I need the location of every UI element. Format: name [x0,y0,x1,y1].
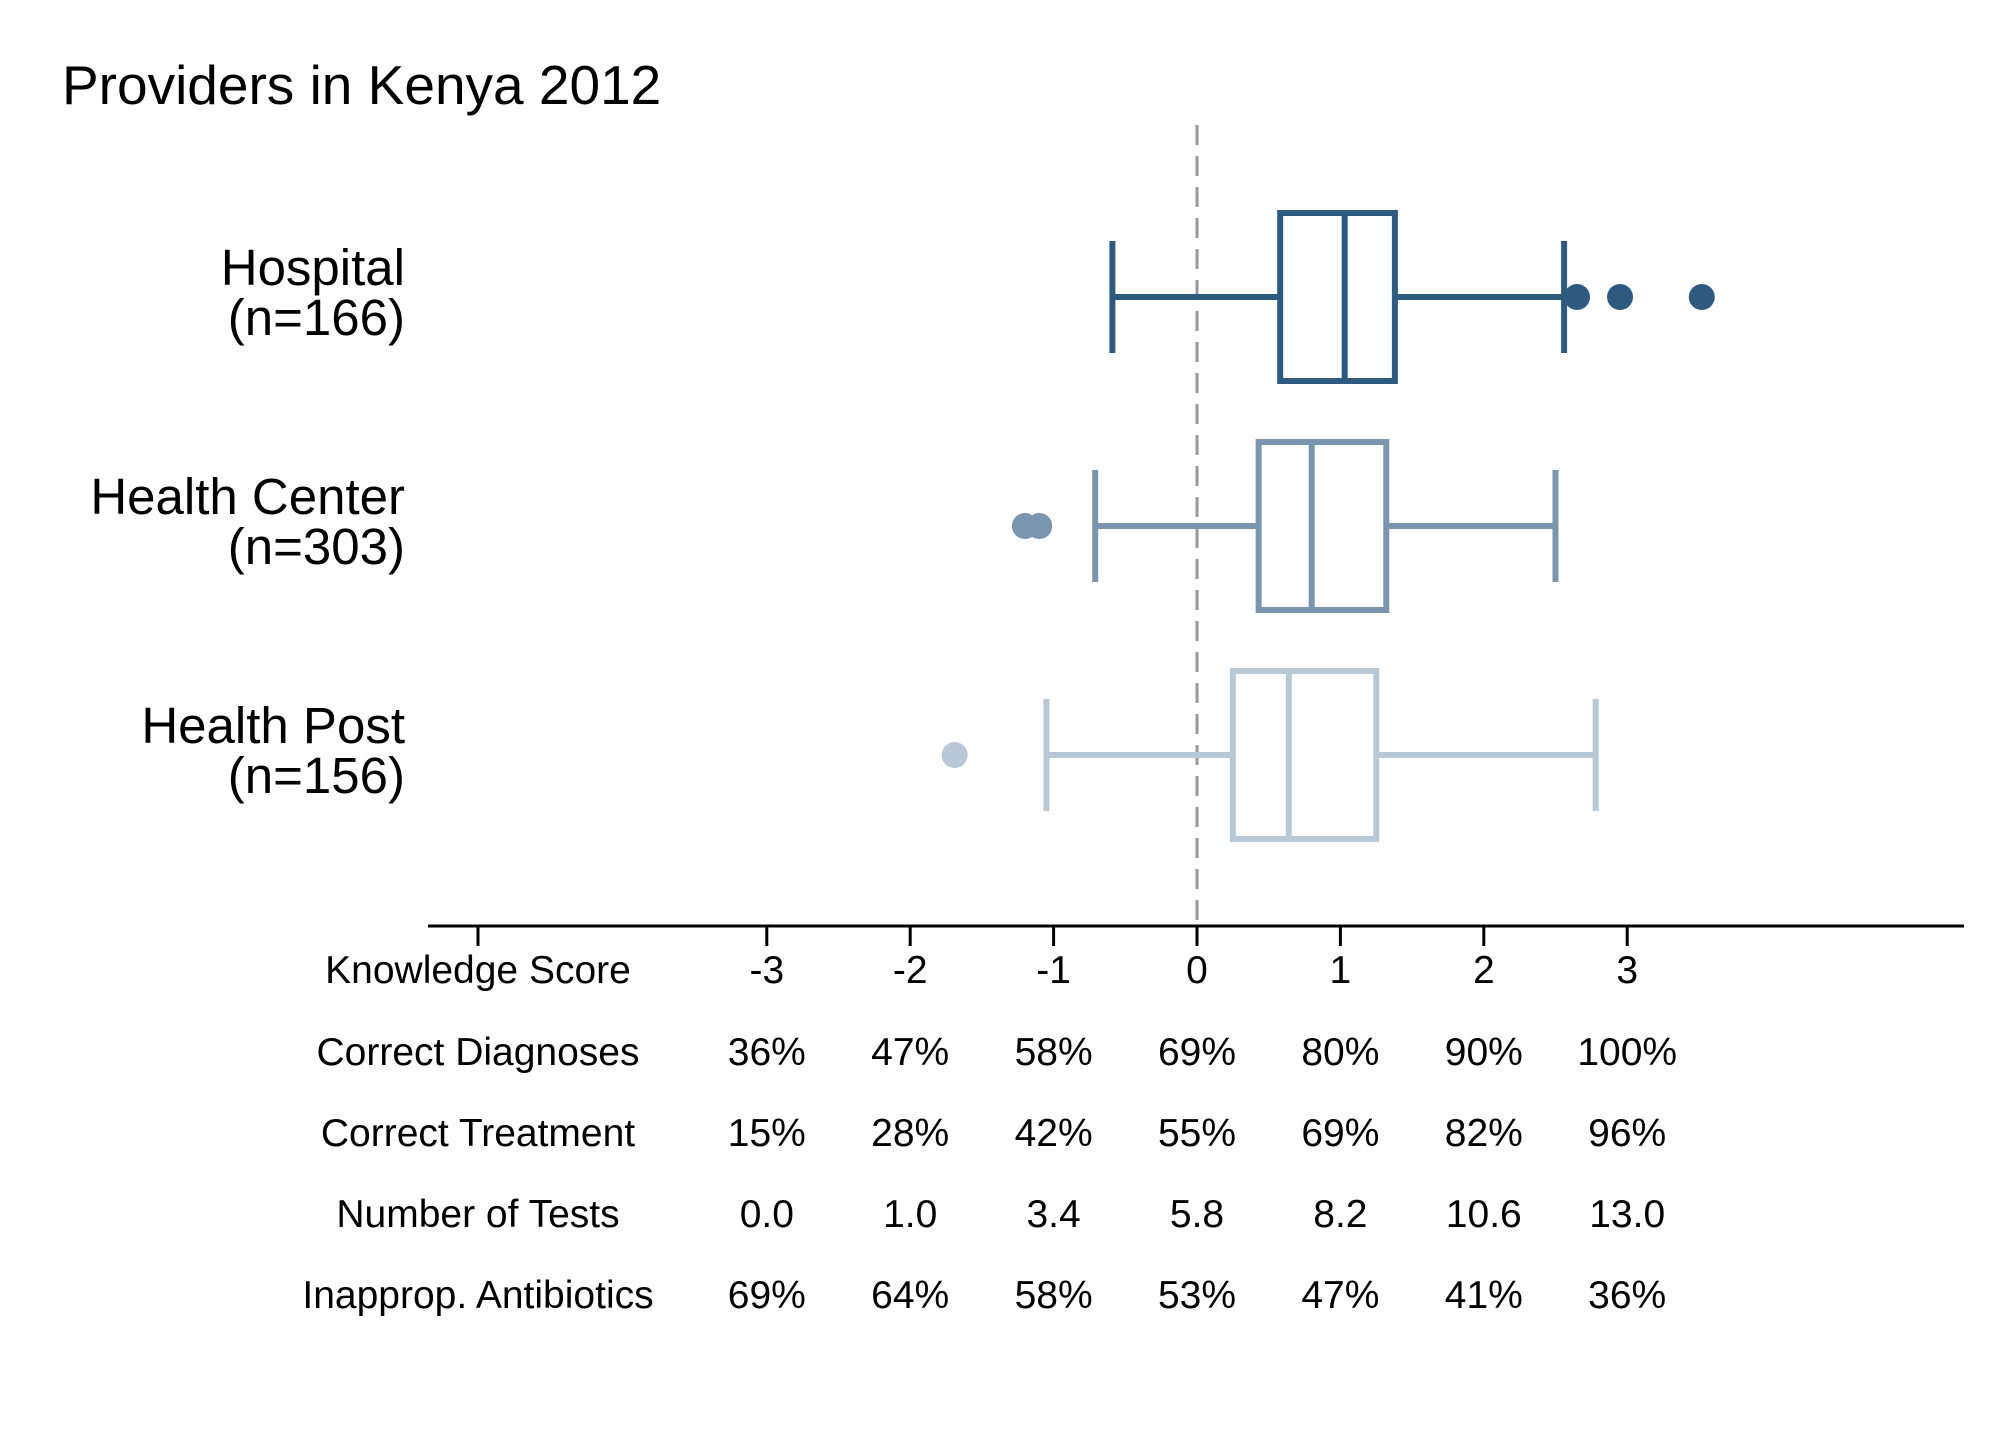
table-row-label: Correct Diagnoses [317,1031,640,1074]
box-plot-hospital: Hospital(n=166) [221,210,1715,384]
table-cell-value: 0 [1186,949,1208,992]
table-cell-value: 36% [728,1031,806,1074]
table-cell-value: 0.0 [740,1193,794,1236]
table-cell-value: 36% [1588,1274,1666,1317]
table-cell-value: 41% [1445,1274,1523,1317]
table-cell-value: 13.0 [1589,1193,1665,1236]
table-cell-value: 10.6 [1446,1193,1522,1236]
table-row-label: Number of Tests [336,1193,619,1236]
table-cell-value: 5.8 [1170,1193,1224,1236]
table-cell-value: 1 [1330,949,1352,992]
outlier-point [941,742,968,768]
category-sample-size: (n=166) [228,289,405,346]
category-label: Hospital [221,239,405,296]
table-cell-value: 80% [1301,1031,1379,1074]
table-row-inapprop-antibiotics: Inapprop. Antibiotics 69% 64% 58% 53% 47% 41% 3… [302,1274,1666,1317]
table-cell-value: 82% [1445,1112,1523,1155]
category-sample-size: (n=156) [228,747,405,804]
table-cell-value: -1 [1036,949,1071,992]
outlier-point [1026,513,1053,539]
table-cell-value: 3 [1616,949,1638,992]
table-cell-value: 8.2 [1313,1193,1367,1236]
box-plot-area: Hospital(n=166)Health Center(n=303)Healt… [90,125,1715,926]
table-cell-value: -3 [749,949,784,992]
category-label: Health Center [90,468,405,525]
table-cell-value: 28% [871,1112,949,1155]
table-cell-value: 100% [1577,1031,1677,1074]
outlier-point [1607,284,1634,310]
table-cell-value: 3.4 [1026,1193,1080,1236]
table-row-correct-treatment: Correct Treatment 15% 28% 42% 55% 69% 82% 96% [321,1112,1666,1155]
chart-title: Providers in Kenya 2012 [62,54,661,116]
outlier-point [1564,284,1591,310]
category-label: Health Post [141,697,405,754]
table-cell-value: 69% [1301,1112,1379,1155]
table-cell-value: 58% [1015,1031,1093,1074]
table-row-correct-diagnoses: Correct Diagnoses 36% 47% 58% 69% 80% 90% 100% [317,1031,1678,1074]
interquartile-box [1277,210,1398,384]
table-cell-value: 47% [871,1031,949,1074]
table-cell-value: 69% [728,1274,806,1317]
table-row-label: Correct Treatment [321,1112,635,1155]
table-cell-value: 2 [1473,949,1495,992]
interquartile-box [1255,439,1390,613]
box-plot-health-post: Health Post(n=156) [141,668,1599,842]
table-cell-value: 53% [1158,1274,1236,1317]
table-row-number-of-tests: Number of Tests 0.0 1.0 3.4 5.8 8.2 10.6 13.0 [336,1193,1665,1236]
interquartile-box [1229,668,1380,842]
table-row-label: Inapprop. Antibiotics [302,1274,653,1317]
table-cell-value: 64% [871,1274,949,1317]
table-row-label: Knowledge Score [325,949,631,992]
table-cell-value: 47% [1301,1274,1379,1317]
axis-value-table: Knowledge Score -3 -2 -1 0 1 2 3 Correct Diagnos… [302,949,1677,1317]
box-plot-health-center: Health Center(n=303) [90,439,1559,613]
table-cell-value: 58% [1015,1274,1093,1317]
table-cell-value: 96% [1588,1112,1666,1155]
table-cell-value: 1.0 [883,1193,937,1236]
outlier-point [1688,284,1715,310]
table-cell-value: 15% [728,1112,806,1155]
table-cell-value: 42% [1015,1112,1093,1155]
category-sample-size: (n=303) [228,518,405,575]
table-row-knowledge-score: Knowledge Score -3 -2 -1 0 1 2 3 [325,949,1638,992]
table-cell-value: -2 [893,949,928,992]
table-cell-value: 90% [1445,1031,1523,1074]
x-axis [428,924,1964,946]
table-cell-value: 55% [1158,1112,1236,1155]
table-cell-value: 69% [1158,1031,1236,1074]
